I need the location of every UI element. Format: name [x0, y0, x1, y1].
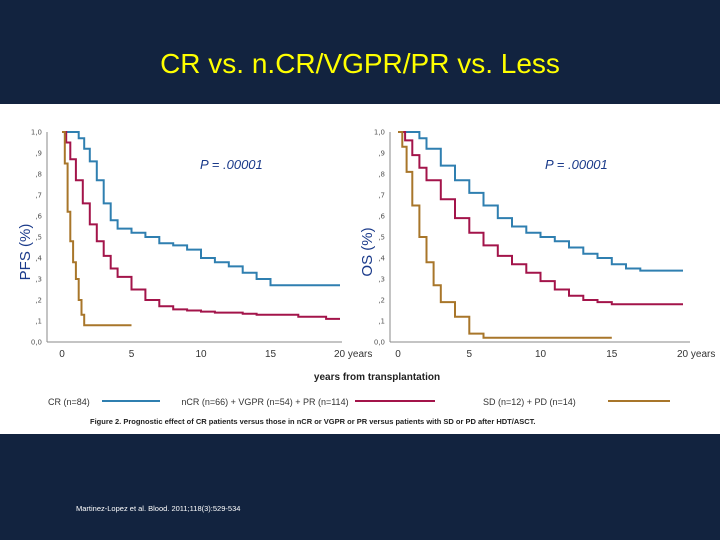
shared-x-label: years from transplantation	[314, 372, 440, 383]
os-x-tick-label: 10	[535, 349, 547, 360]
os-y-tick-label: ,4	[378, 255, 385, 263]
os-y-tick-label: ,2	[378, 297, 385, 305]
os-y-tick-label: ,6	[378, 213, 385, 221]
os-y-tick-label: 0,0	[374, 339, 385, 347]
figure-panel: PFS (%) P = .00001 0,0 ,1 ,2 ,3 ,4 ,5 ,6 ,7 ,8 ,9…	[0, 104, 720, 434]
legend: CR (n=84) nCR (n=66) + VGPR (n=54) + PR …	[48, 397, 670, 407]
os-y-tick-label: ,7	[378, 192, 385, 200]
pfs-series-line-2	[62, 131, 132, 327]
os-y-tick-label: ,3	[378, 276, 385, 284]
pfs-y-tick-label: ,7	[35, 192, 42, 200]
pfs-y-tick-label: ,5	[35, 234, 42, 242]
pfs-y-tick-label: ,4	[35, 255, 42, 263]
figure-caption: Figure 2. Prognostic effect of CR patien…	[90, 417, 536, 426]
os-series-line-1	[398, 131, 683, 306]
pfs-y-tick-label: 1,0	[31, 129, 42, 137]
legend-label-ncr: nCR (n=66) + VGPR (n=54) + PR (n=114)	[181, 397, 348, 407]
pfs-p-value: P = .00001	[200, 157, 263, 172]
pfs-y-tick-label: ,3	[35, 276, 42, 284]
pfs-x-tick-label: 20 years	[334, 349, 372, 360]
os-y-tick-label: ,8	[378, 171, 385, 179]
pfs-y-tick-label: ,1	[35, 318, 42, 326]
os-y-tick-label: ,1	[378, 318, 385, 326]
os-x-tick-label: 5	[466, 349, 472, 360]
pfs-x-tick-label: 0	[59, 349, 65, 360]
legend-label-sd: SD (n=12) + PD (n=14)	[483, 397, 576, 407]
pfs-y-tick-label: ,2	[35, 297, 42, 305]
os-series-line-0	[398, 131, 683, 272]
pfs-y-tick-label: ,6	[35, 213, 42, 221]
os-x-tick-label: 15	[606, 349, 618, 360]
os-series-line-2	[398, 131, 612, 339]
pfs-y-tick-label: ,9	[35, 150, 42, 158]
citation: Martinez-Lopez et al. Blood. 2011;118(3)…	[76, 504, 241, 513]
os-y-tick-label: ,9	[378, 150, 385, 158]
os-p-value: P = .00001	[545, 157, 608, 172]
pfs-x-tick-label: 10	[195, 349, 207, 360]
os-x-tick-label: 20 years	[677, 349, 715, 360]
pfs-y-tick-label: 0,0	[31, 339, 42, 347]
os-y-tick-label: ,5	[378, 234, 385, 242]
pfs-series-line-0	[62, 131, 340, 287]
legend-label-cr: CR (n=84)	[48, 397, 90, 407]
pfs-x-tick-label: 5	[129, 349, 135, 360]
pfs-x-tick-label: 15	[265, 349, 277, 360]
pfs-y-tick-label: ,8	[35, 171, 42, 179]
survival-curves-figure: PFS (%) P = .00001 0,0 ,1 ,2 ,3 ,4 ,5 ,6 ,7 ,8 ,9…	[17, 129, 715, 427]
pfs-y-label: PFS (%)	[17, 224, 34, 281]
pfs-series-line-1	[62, 131, 340, 320]
os-y-label: OS (%)	[359, 227, 376, 276]
os-y-tick-label: 1,0	[374, 129, 385, 137]
os-x-tick-label: 0	[395, 349, 401, 360]
slide-title: CR vs. n.CR/VGPR/PR vs. Less	[160, 48, 560, 79]
